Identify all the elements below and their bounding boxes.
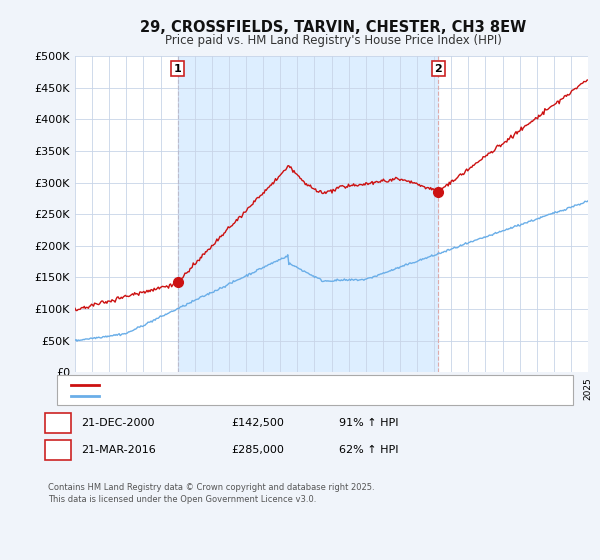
Text: 2: 2 [54,443,62,456]
Text: 1: 1 [174,64,181,74]
Text: Price paid vs. HM Land Registry's House Price Index (HPI): Price paid vs. HM Land Registry's House … [164,34,502,46]
Text: 29, CROSSFIELDS, TARVIN, CHESTER, CH3 8EW (semi-detached house): 29, CROSSFIELDS, TARVIN, CHESTER, CH3 8E… [105,380,458,390]
Text: £142,500: £142,500 [231,418,284,428]
Text: £285,000: £285,000 [231,445,284,455]
Text: 91% ↑ HPI: 91% ↑ HPI [339,418,398,428]
Text: 29, CROSSFIELDS, TARVIN, CHESTER, CH3 8EW: 29, CROSSFIELDS, TARVIN, CHESTER, CH3 8E… [140,20,526,35]
Text: 21-MAR-2016: 21-MAR-2016 [81,445,156,455]
Text: 2: 2 [434,64,442,74]
Text: 21-DEC-2000: 21-DEC-2000 [81,418,155,428]
Text: HPI: Average price, semi-detached house, Cheshire West and Chester: HPI: Average price, semi-detached house,… [105,390,452,400]
Text: 1: 1 [54,416,62,430]
Bar [178,56,439,372]
Text: Contains HM Land Registry data © Crown copyright and database right 2025.
This d: Contains HM Land Registry data © Crown c… [48,483,374,504]
Text: 62% ↑ HPI: 62% ↑ HPI [339,445,398,455]
